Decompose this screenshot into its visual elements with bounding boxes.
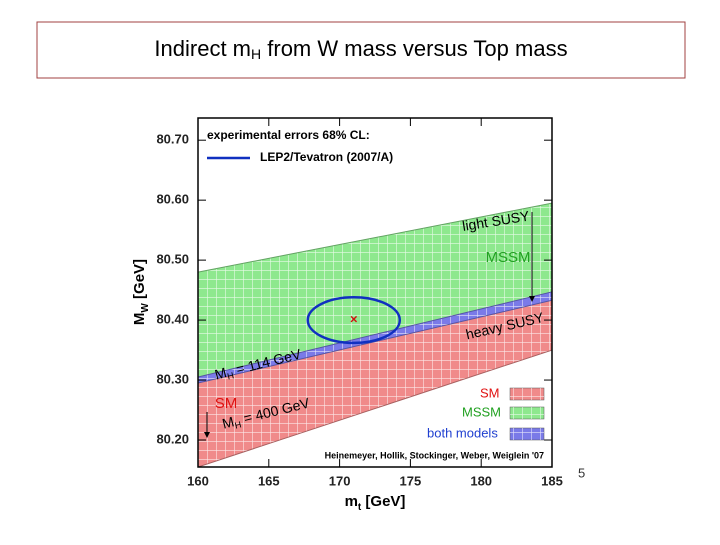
band-edge — [198, 291, 552, 384]
subscript: W — [140, 303, 151, 313]
x-tick-label: 175 — [400, 473, 422, 488]
band-hatch — [198, 291, 552, 384]
text-part: Indirect m — [154, 36, 251, 61]
legend-label: MSSM — [462, 404, 501, 419]
annotation: MSSM — [486, 249, 531, 266]
text-part: [GeV] — [361, 493, 405, 510]
error-ellipse — [306, 296, 402, 345]
x-tick-label: 185 — [541, 473, 563, 488]
x-tick-label: 180 — [470, 473, 492, 488]
y-tick-label: 80.40 — [156, 312, 189, 327]
text-part: M — [220, 413, 235, 431]
annotation: SM — [215, 395, 238, 412]
page-title: Indirect mH from W mass versus Top mass — [154, 36, 567, 62]
y-tick-label: 80.20 — [156, 431, 189, 446]
legend-swatch-hatch — [510, 407, 544, 419]
plot-area: × — [198, 202, 552, 467]
x-tick-label: 170 — [329, 473, 351, 488]
legend-title: experimental errors 68% CL: — [207, 128, 370, 142]
legend-swatch-hatch — [510, 428, 544, 440]
band-edge — [198, 202, 552, 381]
y-tick-label: 80.50 — [156, 252, 189, 267]
x-tick-label: 160 — [187, 473, 209, 488]
text-part: m — [345, 493, 358, 510]
legend-label: SM — [480, 385, 500, 400]
credit: Heinemeyer, Hollik, Stockinger, Weber, W… — [325, 450, 544, 460]
title-box — [36, 21, 686, 79]
text-part: from W mass versus Top mass — [261, 36, 567, 61]
y-tick-label: 80.60 — [156, 192, 189, 207]
x-axis-label: mt [GeV] — [345, 493, 406, 513]
y-tick-label: 80.70 — [156, 132, 189, 147]
subscript: H — [226, 371, 235, 382]
legend-label: LEP2/Tevatron (2007/A) — [260, 150, 393, 164]
band-hatch — [198, 296, 552, 467]
y-tick-label: 80.30 — [156, 371, 189, 386]
subscript: H — [234, 420, 243, 431]
y-axis-label: MW [GeV] — [131, 259, 151, 325]
legend-swatch-hatch — [510, 388, 544, 400]
arrow-head — [529, 296, 535, 302]
plot-frame — [197, 117, 553, 468]
text-part: M — [131, 313, 148, 326]
band-hatch — [198, 203, 552, 381]
page-number: 5 — [578, 465, 585, 480]
subscript: H — [251, 46, 261, 62]
text-part: M — [213, 364, 228, 382]
text-part: [GeV] — [131, 259, 148, 303]
legend-label: both models — [427, 425, 498, 440]
subscript: t — [358, 502, 362, 513]
x-tick-label: 165 — [258, 473, 280, 488]
central-value: × — [350, 312, 358, 327]
arrow-head — [204, 432, 210, 438]
